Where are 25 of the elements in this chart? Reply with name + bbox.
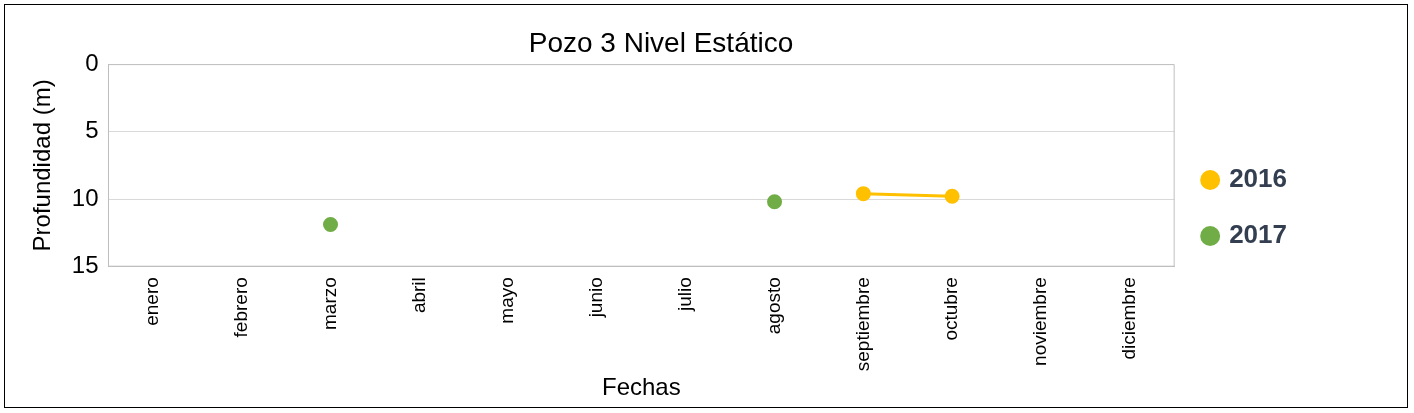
- point: [323, 217, 339, 233]
- x-tick-label: junio: [585, 277, 607, 319]
- y-tick-label: 5: [85, 116, 99, 144]
- x-tick-label: marzo: [318, 277, 340, 331]
- y-tick-label: 10: [71, 183, 99, 211]
- x-tick-label: diciembre: [1117, 277, 1139, 360]
- legend-label: 2017: [1229, 219, 1287, 250]
- x-tick-label: septiembre: [851, 277, 873, 372]
- chart-title: Pozo 3 Nivel Estático: [528, 26, 794, 58]
- x-tick-label: enero: [141, 277, 163, 326]
- point: [944, 188, 960, 204]
- x-tick-label: julio: [673, 277, 695, 313]
- x-tick-label: febrero: [229, 277, 251, 338]
- x-tick-label: abril: [407, 277, 429, 314]
- x-axis-title: Fechas: [601, 373, 681, 401]
- x-tick-label: octubre: [940, 277, 962, 341]
- point: [855, 186, 871, 202]
- y-axis-title: Profundidad (m): [28, 79, 56, 252]
- y-tick-label: 0: [85, 49, 99, 77]
- point: [767, 194, 783, 210]
- x-tick-label: agosto: [762, 277, 784, 335]
- x-tick-label: noviembre: [1029, 277, 1051, 366]
- x-tick-label: mayo: [496, 277, 518, 324]
- legend-label: 2016: [1229, 163, 1287, 194]
- y-tick-label: 15: [71, 250, 99, 278]
